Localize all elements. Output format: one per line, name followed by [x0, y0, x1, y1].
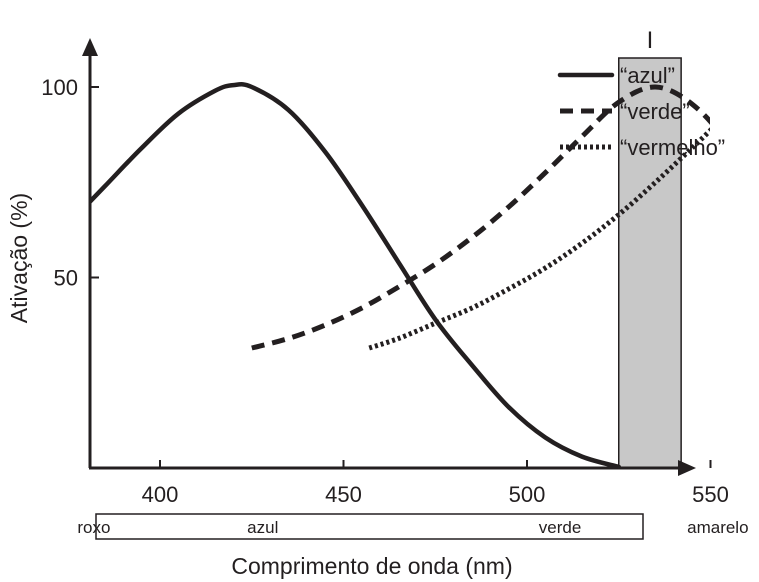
- series-line-1: [90, 82, 622, 470]
- legend: “azul” “verde” “vermelho”: [557, 63, 725, 160]
- y-axis-arrowhead: [82, 38, 98, 56]
- x-axis-title: Comprimento de onda (nm): [231, 553, 512, 579]
- color-names-box: [95, 513, 644, 540]
- color-name-1: roxo: [77, 518, 110, 537]
- y-tick-label-100: 100: [41, 75, 78, 100]
- band-1: [618, 57, 682, 469]
- axes: [82, 38, 696, 476]
- x-tick-label-400: 400: [142, 482, 179, 507]
- band-labels: III: [647, 27, 654, 54]
- x-tick-label-450: 450: [325, 482, 362, 507]
- x-tick-label-550: 550: [692, 482, 729, 507]
- series-lines: [90, 82, 710, 470]
- color-name-3: verde: [539, 518, 582, 537]
- band-label-1: I: [647, 27, 654, 54]
- wavelength-bands: [618, 57, 682, 469]
- axis-ticks: 40045050055060065050100: [41, 75, 729, 507]
- legend-label-3: “vermelho”: [620, 135, 725, 160]
- x-axis-arrowhead: [678, 460, 696, 476]
- legend-label-1: “azul”: [620, 63, 675, 88]
- legend-label-2: “verde”: [620, 99, 690, 124]
- y-tick-label-50: 50: [54, 266, 78, 291]
- color-names: roxoazulverdeamarelolaranjavermelho: [77, 518, 748, 537]
- color-name-2: azul: [247, 518, 278, 537]
- series-line-2: [251, 84, 710, 351]
- x-tick-label-500: 500: [509, 482, 546, 507]
- y-axis-title: Ativação (%): [6, 193, 32, 323]
- color-name-4: amarelo: [687, 518, 748, 537]
